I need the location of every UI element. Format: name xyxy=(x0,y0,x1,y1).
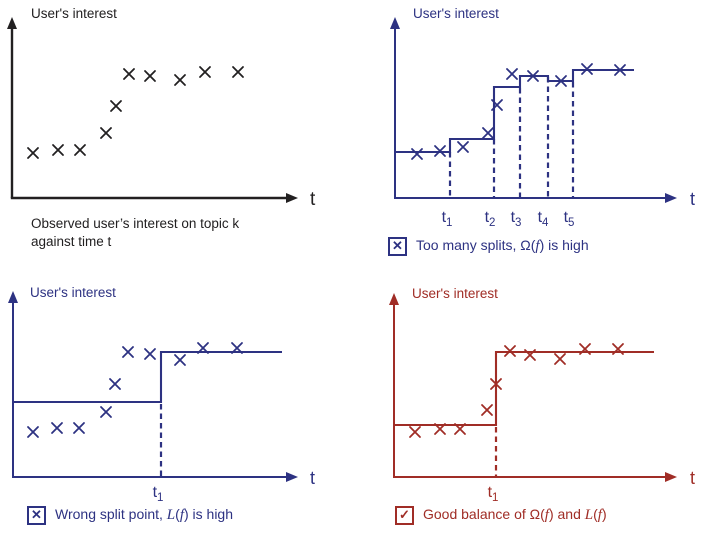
step-function-line xyxy=(395,68,634,154)
x-axis-arrowhead xyxy=(665,472,677,482)
caption-text: Too many splits, Ω(f) is high xyxy=(416,237,589,255)
step-function-line xyxy=(394,350,654,427)
x-marker-7 xyxy=(144,348,156,360)
x-marker-4 xyxy=(482,127,494,139)
x-marker-1 xyxy=(411,148,423,160)
tick-label-t4: t4 xyxy=(538,209,549,229)
x-marker-3 xyxy=(454,423,466,435)
x-marker-5 xyxy=(110,100,122,112)
panel-wrong-split: User's interest t t1 xyxy=(8,285,315,504)
x-marker-5 xyxy=(490,378,502,390)
caption-too-many-splits: ✕ Too many splits, Ω(f) is high xyxy=(388,237,589,256)
checked-box-icon: ✓ xyxy=(395,506,414,525)
x-marker-9 xyxy=(579,343,591,355)
panel-too-many-splits: User's interest t t1 t2 t3 t4 t5 xyxy=(390,6,695,229)
x-marker-3 xyxy=(74,144,86,156)
caption-text: Wrong split point, L(f) is high xyxy=(55,506,234,524)
tick-label-t1: t1 xyxy=(153,484,164,504)
panel-good-balance: User's interest t t1 xyxy=(389,286,695,504)
x-marker-7 xyxy=(524,349,536,361)
x-marker-8 xyxy=(554,353,566,365)
x-marker-9 xyxy=(199,66,211,78)
x-marker-2 xyxy=(51,422,63,434)
x-marker-6 xyxy=(122,346,134,358)
x-marker-6 xyxy=(506,68,518,80)
caption-text: Good balance of Ω(f) and L(f) xyxy=(423,506,607,524)
x-axis-arrowhead xyxy=(665,193,677,203)
x-axis-arrowhead xyxy=(286,193,298,203)
x-marker-5 xyxy=(491,99,503,111)
x-marker-2 xyxy=(434,423,446,435)
x-marker-1 xyxy=(27,426,39,438)
step-function-line xyxy=(13,350,282,404)
x-marker-10 xyxy=(612,343,624,355)
x-box-icon: ✕ xyxy=(388,237,407,256)
x-marker-3 xyxy=(457,141,469,153)
x-marker-2 xyxy=(52,144,64,156)
y-axis-arrowhead xyxy=(389,293,399,305)
x-marker-2 xyxy=(434,145,446,157)
x-marker-1 xyxy=(409,426,421,438)
x-axis-label: t xyxy=(690,189,695,209)
y-axis-label: User's interest xyxy=(30,285,116,300)
y-axis-label: User's interest xyxy=(413,6,499,21)
x-marker-8 xyxy=(174,354,186,366)
x-marker-6 xyxy=(504,345,516,357)
y-axis-arrowhead xyxy=(390,17,400,29)
caption-observed: Observed user’s interest on topic k again… xyxy=(31,215,239,251)
x-marker-4 xyxy=(100,406,112,418)
x-marker-10 xyxy=(231,342,243,354)
caption-line: Observed user’s interest on topic k xyxy=(31,216,240,231)
panel-observed: User's interest t xyxy=(7,6,316,210)
caption-wrong-split: ✕ Wrong split point, L(f) is high xyxy=(27,506,233,525)
x-marker-1 xyxy=(27,147,39,159)
tick-label-t2: t2 xyxy=(485,209,496,229)
x-marker-8 xyxy=(174,74,186,86)
tick-label-t1: t1 xyxy=(488,484,499,504)
x-axis-label: t xyxy=(310,468,315,488)
x-marker-4 xyxy=(100,127,112,139)
tick-label-t5: t5 xyxy=(564,209,575,229)
x-marker-10 xyxy=(614,64,626,76)
caption-line: against time t xyxy=(31,234,112,249)
x-axis-label: t xyxy=(310,189,316,210)
y-axis-arrowhead xyxy=(8,291,18,303)
tick-label-t3: t3 xyxy=(511,209,522,229)
x-axis-arrowhead xyxy=(286,472,298,482)
x-marker-10 xyxy=(232,66,244,78)
x-marker-8 xyxy=(555,75,567,87)
x-axis-label: t xyxy=(690,468,695,488)
x-marker-9 xyxy=(581,63,593,75)
y-axis-label: User's interest xyxy=(31,6,117,21)
caption-good-balance: ✓ Good balance of Ω(f) and L(f) xyxy=(395,506,607,525)
x-marker-3 xyxy=(73,422,85,434)
x-marker-9 xyxy=(197,342,209,354)
x-box-icon: ✕ xyxy=(27,506,46,525)
y-axis-label: User's interest xyxy=(412,286,498,301)
tick-label-t1: t1 xyxy=(442,209,453,229)
x-marker-7 xyxy=(527,70,539,82)
x-marker-6 xyxy=(123,68,135,80)
y-axis-arrowhead xyxy=(7,17,17,29)
x-marker-4 xyxy=(481,404,493,416)
x-marker-7 xyxy=(144,70,156,82)
x-marker-5 xyxy=(109,378,121,390)
